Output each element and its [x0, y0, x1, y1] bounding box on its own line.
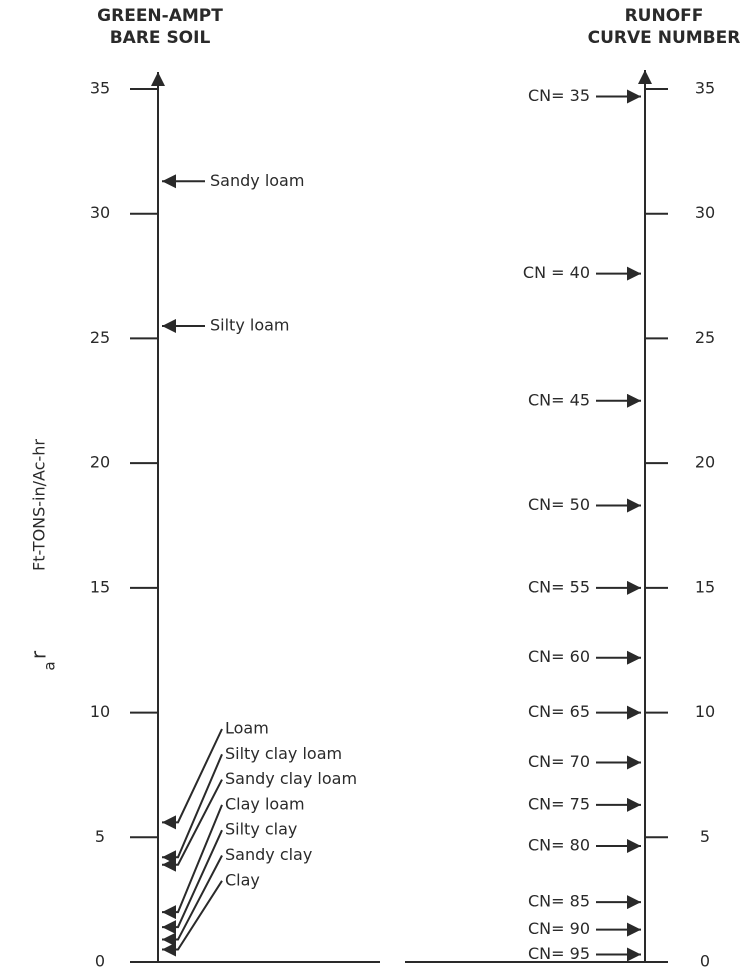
y-axis-label: Ft-TONS-in/Ac-hr [30, 439, 49, 571]
pointer-arrow [162, 880, 223, 957]
y-axis-symbol: r a [27, 650, 59, 670]
soil-label: Silty loam [210, 315, 290, 334]
cn-label: CN= 95 [528, 944, 590, 963]
soil-label: Sandy clay [225, 845, 312, 864]
pointer-arrow [162, 829, 223, 935]
pointer-arrow [162, 728, 223, 830]
right-tick-label: 10 [695, 702, 715, 721]
right-tick-label: 30 [695, 203, 715, 222]
left-tick-label: 25 [90, 328, 110, 347]
right-tick-label: 25 [695, 328, 715, 347]
left-tick-label: 20 [90, 453, 110, 472]
cn-label: CN= 60 [528, 647, 590, 666]
cn-label: CN = 40 [523, 263, 590, 282]
pointer-arrow [162, 855, 223, 947]
soil-label: Sandy clay loam [225, 769, 357, 788]
cn-label: CN= 85 [528, 892, 590, 911]
pointer-arrow [162, 804, 223, 920]
cn-label: CN= 65 [528, 702, 590, 721]
pointer-arrow [162, 753, 223, 865]
left-tick-label: 15 [90, 577, 110, 596]
cn-label: CN= 55 [528, 577, 590, 596]
right-tick-label: 20 [695, 453, 715, 472]
soil-label: Silty clay loam [225, 744, 342, 763]
cn-label: CN= 80 [528, 836, 590, 855]
cn-label: CN= 50 [528, 495, 590, 514]
cn-label: CN= 45 [528, 390, 590, 409]
soil-label: Clay [225, 870, 260, 889]
left-tick-label: 35 [90, 79, 110, 98]
y-label: Ft-TONS-in/Ac-hr [30, 439, 49, 571]
cn-label: CN= 75 [528, 794, 590, 813]
y-symbol: r [27, 650, 51, 659]
soil-label: Sandy loam [210, 171, 304, 190]
right-title: CURVE NUMBER [588, 28, 741, 48]
cn-label: CN= 70 [528, 752, 590, 771]
cn-label: CN= 35 [528, 86, 590, 105]
left-tick-label: 5 [95, 827, 105, 846]
right-tick-label: 0 [700, 952, 710, 969]
right-tick-label: 35 [695, 79, 715, 98]
pointer-arrow [162, 779, 223, 872]
right-tick-label: 5 [700, 827, 710, 846]
soil-label: Clay loam [225, 794, 305, 813]
left-title: BARE SOIL [110, 28, 211, 48]
y-subscript: a [41, 661, 59, 670]
soil-label: Loam [225, 719, 269, 738]
right-tick-label: 15 [695, 577, 715, 596]
soil-label: Silty clay [225, 820, 297, 839]
left-tick-label: 30 [90, 203, 110, 222]
left-tick-label: 10 [90, 702, 110, 721]
cn-label: CN= 90 [528, 919, 590, 938]
left-title: GREEN-AMPT [97, 6, 223, 26]
right-title: RUNOFF [625, 6, 704, 26]
left-tick-label: 0 [95, 952, 105, 969]
